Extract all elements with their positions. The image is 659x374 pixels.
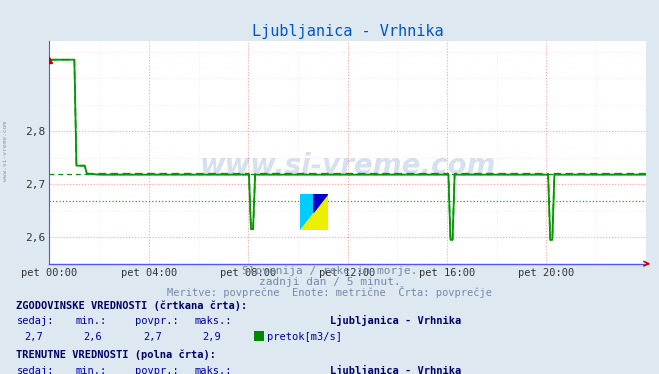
Text: pretok[m3/s]: pretok[m3/s] bbox=[267, 332, 342, 342]
Text: ZGODOVINSKE VREDNOSTI (črtkana črta):: ZGODOVINSKE VREDNOSTI (črtkana črta): bbox=[16, 300, 248, 310]
Text: www.si-vreme.com: www.si-vreme.com bbox=[200, 152, 496, 180]
Text: sedaj:: sedaj: bbox=[16, 366, 54, 374]
Text: 2,7: 2,7 bbox=[24, 332, 43, 342]
Text: min.:: min.: bbox=[76, 366, 107, 374]
Text: zadnji dan / 5 minut.: zadnji dan / 5 minut. bbox=[258, 277, 401, 287]
Polygon shape bbox=[314, 194, 328, 212]
Text: Meritve: povprečne  Enote: metrične  Črta: povprečje: Meritve: povprečne Enote: metrične Črta:… bbox=[167, 286, 492, 298]
Text: TRENUTNE VREDNOSTI (polna črta):: TRENUTNE VREDNOSTI (polna črta): bbox=[16, 349, 216, 360]
Title: Ljubljanica - Vrhnika: Ljubljanica - Vrhnika bbox=[252, 24, 444, 39]
Text: maks.:: maks.: bbox=[194, 366, 232, 374]
Text: povpr.:: povpr.: bbox=[135, 366, 179, 374]
Text: Ljubljanica - Vrhnika: Ljubljanica - Vrhnika bbox=[330, 365, 461, 374]
Text: www.si-vreme.com: www.si-vreme.com bbox=[3, 122, 8, 181]
Text: Ljubljanica - Vrhnika: Ljubljanica - Vrhnika bbox=[330, 315, 461, 326]
Text: maks.:: maks.: bbox=[194, 316, 232, 326]
Text: 2,7: 2,7 bbox=[143, 332, 161, 342]
Text: 2,6: 2,6 bbox=[84, 332, 102, 342]
Polygon shape bbox=[300, 194, 328, 230]
Text: sedaj:: sedaj: bbox=[16, 316, 54, 326]
Text: 2,9: 2,9 bbox=[202, 332, 221, 342]
Text: Slovenija / reke in morje.: Slovenija / reke in morje. bbox=[242, 266, 417, 276]
Polygon shape bbox=[300, 194, 328, 230]
Text: min.:: min.: bbox=[76, 316, 107, 326]
Text: povpr.:: povpr.: bbox=[135, 316, 179, 326]
